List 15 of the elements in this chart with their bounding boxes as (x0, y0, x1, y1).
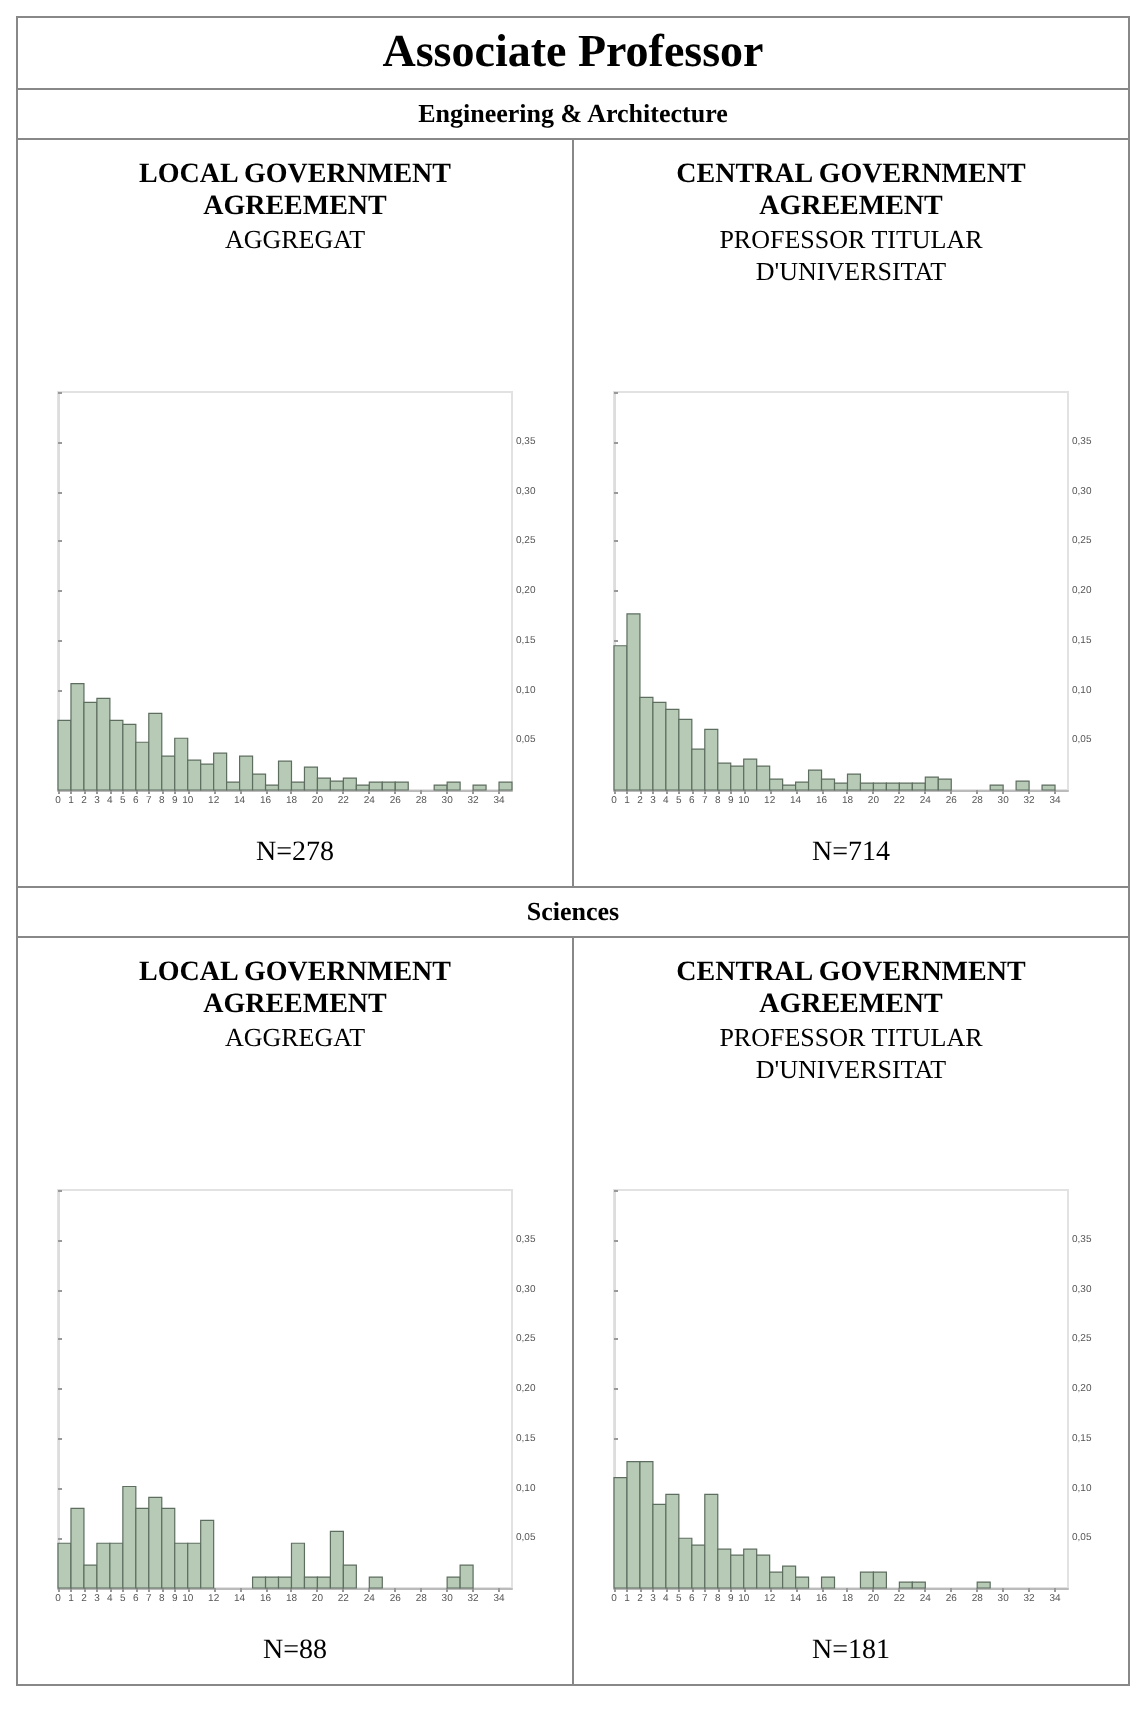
text: N=88 (260, 1636, 329, 1670)
text: N=181 (809, 1636, 892, 1670)
chart-title: LOCAL GOVERNMENT AGREEMENT (137, 160, 453, 224)
text: N=714 (809, 838, 892, 872)
text: Engineering & Architecture (18, 90, 1128, 140)
chart-title: CENTRAL GOVERNMENT AGREEMENT (674, 958, 1028, 1022)
text: N=278 (253, 838, 336, 872)
text: Associate Professor (18, 18, 1128, 90)
chart-subtitle: AGGREGAT (222, 224, 368, 256)
chart-subtitle: PROFESSOR TITULAR D'UNIVERSITAT (717, 224, 985, 288)
chart-subtitle: PROFESSOR TITULAR D'UNIVERSITAT (717, 1022, 985, 1086)
chart-title: LOCAL GOVERNMENT AGREEMENT (137, 958, 453, 1022)
chart-title: CENTRAL GOVERNMENT AGREEMENT (674, 160, 1028, 224)
text: Sciences (18, 888, 1128, 938)
chart-subtitle: AGGREGAT (222, 1022, 368, 1054)
